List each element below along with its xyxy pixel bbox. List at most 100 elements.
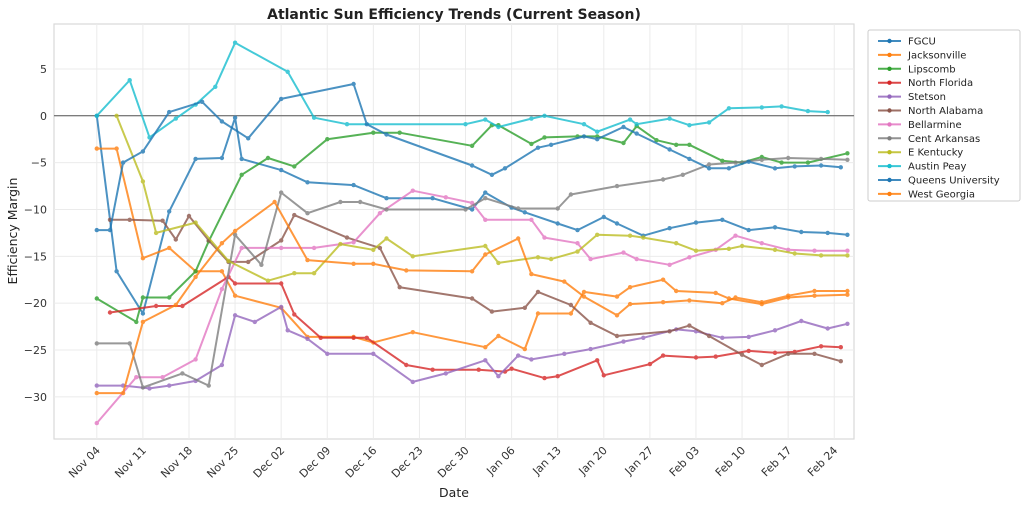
data-point-bellarmine <box>588 256 593 262</box>
legend-label: Bellarmine <box>908 120 962 131</box>
data-point-cent-arkansas <box>140 385 146 390</box>
data-point-austin-peay <box>595 129 600 134</box>
legend-label: Jacksonville <box>907 50 966 61</box>
data-point-north-alabama <box>739 352 745 357</box>
data-point-e-kentucky <box>792 251 797 256</box>
data-point-cent-arkansas <box>305 211 310 216</box>
data-point-north-alabama <box>759 362 764 368</box>
data-point-fgcu <box>219 155 225 161</box>
data-point-jacksonville <box>581 289 587 295</box>
legend-label: FGCU <box>908 37 936 48</box>
legend-label: Stetson <box>908 92 946 103</box>
data-point-austin-peay <box>542 113 547 119</box>
data-point-north-alabama <box>469 296 475 301</box>
data-point-north-florida <box>153 303 159 309</box>
data-point-lipscomb <box>621 140 626 146</box>
data-point-queens-university <box>140 149 146 154</box>
data-point-north-florida <box>818 344 824 349</box>
data-point-cent-arkansas <box>786 155 791 161</box>
data-point-lipscomb <box>469 143 475 148</box>
data-point-bellarmine <box>529 217 534 222</box>
data-point-austin-peay <box>627 117 633 122</box>
data-point-west-georgia <box>120 390 126 396</box>
data-point-fgcu <box>384 196 389 201</box>
data-point-north-alabama <box>786 351 791 356</box>
data-point-bellarmine <box>733 233 738 238</box>
data-point-jacksonville <box>94 146 100 151</box>
data-point-e-kentucky <box>140 179 146 184</box>
data-point-jacksonville <box>627 285 633 290</box>
legend-marker <box>887 38 892 44</box>
data-point-stetson <box>232 313 238 318</box>
data-point-e-kentucky <box>226 258 231 264</box>
legend-marker <box>887 177 892 183</box>
data-point-queens-university <box>581 134 587 139</box>
data-point-north-florida <box>660 353 666 358</box>
y-tick-label: −30 <box>24 391 47 404</box>
data-point-queens-university <box>364 122 369 127</box>
data-point-bellarmine <box>279 245 284 251</box>
data-point-jacksonville <box>713 290 718 296</box>
data-point-west-georgia <box>351 261 356 266</box>
series-group <box>94 40 850 426</box>
data-point-austin-peay <box>483 117 488 122</box>
data-point-jacksonville <box>568 311 574 316</box>
legend-label: North Alabama <box>908 106 983 117</box>
data-point-north-florida <box>542 375 547 381</box>
series-line-north-alabama <box>110 214 842 366</box>
y-tick-label: 5 <box>40 63 47 76</box>
data-point-austin-peay <box>232 40 238 45</box>
legend-item-west-georgia: West Georgia <box>878 189 975 200</box>
data-point-lipscomb <box>397 130 402 135</box>
series-queens-university <box>94 81 843 233</box>
data-point-stetson <box>641 335 646 340</box>
data-point-e-kentucky <box>384 236 389 241</box>
data-point-lipscomb <box>805 160 811 165</box>
data-point-fgcu <box>772 225 778 230</box>
data-point-stetson <box>371 351 376 356</box>
data-point-stetson <box>825 326 830 331</box>
data-point-fgcu <box>746 227 751 233</box>
data-point-queens-university <box>818 163 824 168</box>
data-point-austin-peay <box>805 108 811 114</box>
data-point-west-georgia <box>581 294 587 299</box>
data-point-fgcu <box>667 226 672 231</box>
data-point-west-georgia <box>733 295 738 300</box>
data-point-queens-university <box>548 142 554 147</box>
data-point-north-alabama <box>667 329 672 334</box>
data-point-e-kentucky <box>311 271 317 276</box>
y-tick-label: −5 <box>31 157 47 170</box>
data-point-bellarmine <box>634 256 639 262</box>
legend-item-bellarmine: Bellarmine <box>878 120 962 131</box>
data-point-lipscomb <box>265 155 271 161</box>
data-point-cent-arkansas <box>614 183 620 189</box>
data-point-fgcu <box>483 190 488 195</box>
data-point-queens-university <box>502 166 508 171</box>
data-point-jacksonville <box>219 269 225 274</box>
data-point-cent-arkansas <box>516 206 521 211</box>
series-north-florida <box>107 274 843 381</box>
data-point-north-alabama <box>838 359 843 364</box>
y-tick-label: 0 <box>40 110 47 123</box>
series-west-georgia <box>94 199 850 396</box>
data-point-stetson <box>529 357 534 362</box>
data-point-north-florida <box>693 355 699 360</box>
data-point-fgcu <box>430 196 435 201</box>
data-point-north-alabama <box>489 309 495 314</box>
data-point-jacksonville <box>845 292 850 297</box>
y-tick-label: −10 <box>24 203 47 216</box>
data-point-queens-university <box>279 96 284 102</box>
data-point-west-georgia <box>812 288 817 294</box>
data-point-north-florida <box>107 310 113 315</box>
data-point-cent-arkansas <box>568 192 574 197</box>
data-point-lipscomb <box>529 141 534 147</box>
data-point-queens-university <box>107 227 113 233</box>
legend-marker <box>887 94 892 99</box>
data-point-stetson <box>516 353 521 358</box>
data-point-queens-university <box>351 81 356 87</box>
series-line-cent-arkansas <box>96 157 848 389</box>
data-point-cent-arkansas <box>706 162 712 167</box>
data-point-north-alabama <box>588 320 593 325</box>
data-point-jacksonville <box>410 330 415 335</box>
data-point-fgcu <box>305 180 310 185</box>
